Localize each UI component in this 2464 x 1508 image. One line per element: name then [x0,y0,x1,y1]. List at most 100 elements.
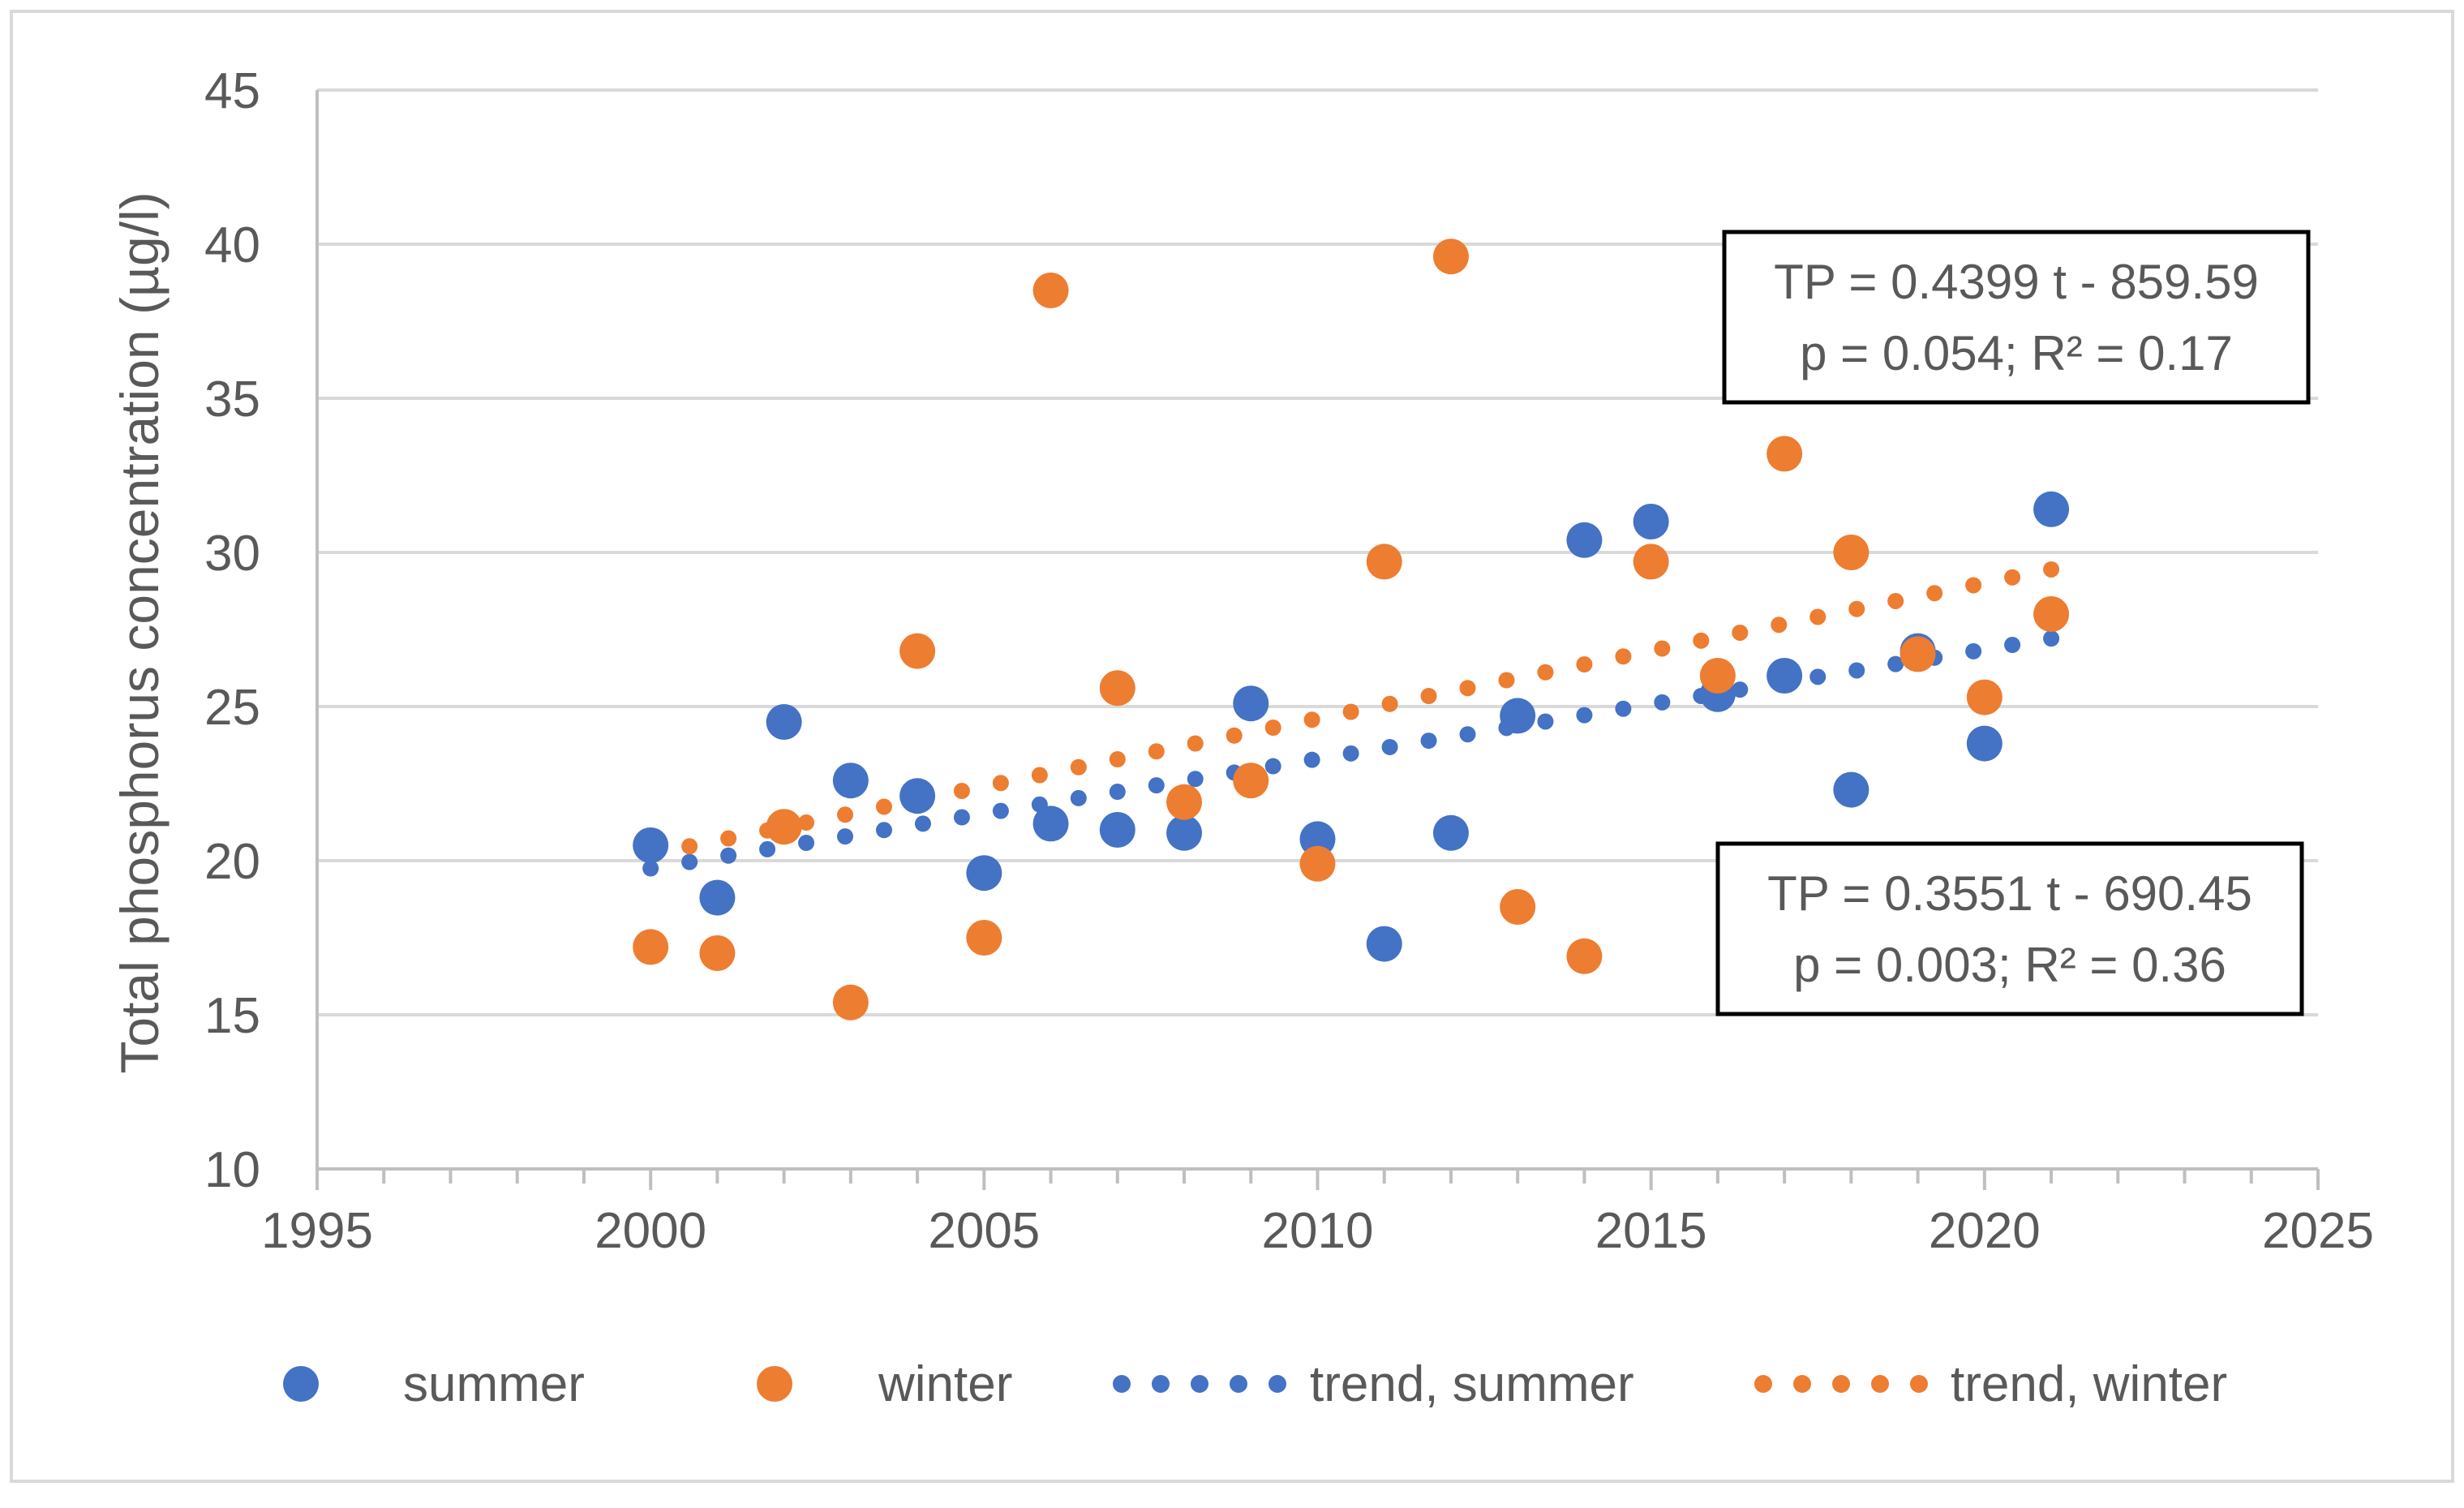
x-tick-label: 1995 [261,1203,373,1259]
trend-dot [681,853,698,870]
data-point-winter[interactable] [1833,535,1869,570]
data-point-summer[interactable] [1299,821,1336,857]
annotation-line-2: p = 0.054; R² = 0.17 [1800,326,2233,380]
data-point-summer[interactable] [1432,814,1469,851]
y-tick-label: 10 [204,1142,260,1198]
data-point-winter[interactable] [699,935,736,971]
y-tick-label: 25 [204,680,260,736]
data-point-winter[interactable] [1366,543,1402,580]
legend-item-summer[interactable]: summer [283,1356,585,1412]
y-axis-ticks: 10 15 20 25 30 35 40 45 [204,63,260,1198]
data-point-summer[interactable] [1366,926,1402,962]
data-point-winter[interactable] [1032,273,1069,308]
legend-trend-dot [1910,1375,1928,1393]
trend-dot [1264,720,1281,737]
data-point-winter[interactable] [1099,670,1135,707]
data-point-winter[interactable] [1699,658,1736,694]
data-point-summer[interactable] [1966,725,2003,762]
x-tick-label: 2020 [1929,1203,2041,1259]
data-point-winter[interactable] [633,929,669,965]
data-point-summer[interactable] [1032,806,1069,842]
legend-trend-dot [1754,1375,1772,1393]
data-point-summer[interactable] [1566,522,1603,558]
data-point-winter[interactable] [2033,596,2070,632]
data-point-winter[interactable] [1900,636,1936,672]
data-point-winter[interactable] [899,633,936,669]
data-point-summer[interactable] [1500,698,1536,734]
trend-dot [1654,640,1671,657]
data-point-summer[interactable] [766,704,802,740]
trend-dot [837,806,854,823]
data-point-summer[interactable] [832,763,869,799]
trend-dot [1615,648,1632,665]
trend-dot [1070,789,1087,806]
x-tick-label: 2015 [1595,1203,1707,1259]
trend-dot [2043,561,2060,578]
data-point-summer[interactable] [633,827,669,863]
trend-dot [1109,751,1126,768]
trend-dot [875,822,892,839]
data-point-summer[interactable] [1633,504,1669,539]
legend-trend-dot [1832,1375,1850,1393]
data-point-winter[interactable] [1432,238,1469,275]
data-point-winter[interactable] [766,809,802,845]
legend-label-trend-winter: trend, winter [1951,1356,2227,1412]
data-point-summer[interactable] [2033,491,2070,527]
data-point-summer[interactable] [1833,771,1869,808]
annotation-summer-equation: TP = 0.3551 t - 690.45 p = 0.003; R² = 0… [1715,841,2304,1016]
trend-dot [2004,637,2021,654]
legend-marker-summer [283,1366,319,1402]
y-tick-label: 30 [204,526,260,582]
legend-trend-dot [1268,1375,1286,1393]
data-point-winter[interactable] [1233,763,1269,799]
data-point-summer[interactable] [966,855,1002,891]
trend-dot [2004,569,2021,586]
x-axis-ticks: 1995 2000 2005 2010 2015 2020 2025 [261,1169,2374,1259]
data-point-summer[interactable] [1099,812,1135,848]
y-axis-label: Total phosphorus concentration (µg/l) [109,191,170,1073]
trend-dot [1226,727,1243,744]
legend-trend-dot [1230,1375,1247,1393]
trend-dot [1537,664,1554,681]
data-point-summer[interactable] [1766,658,1803,694]
data-point-winter[interactable] [966,920,1002,956]
trend-dot [914,815,931,832]
legend-item-trend-summer[interactable]: trend, summer [1113,1356,1634,1412]
legend-item-trend-winter[interactable]: trend, winter [1754,1356,2227,1412]
data-point-winter[interactable] [1966,679,2003,715]
trend-dot [1848,600,1865,617]
trend-dot [1693,632,1710,649]
trend-dot [1381,695,1398,712]
x-tick-label: 2010 [1262,1203,1374,1259]
trend-dot [837,828,854,845]
data-point-winter[interactable] [1633,543,1669,580]
legend-trend-dot [1871,1375,1889,1393]
data-point-winter[interactable] [1299,845,1336,882]
trend-dot [1459,680,1476,697]
trend-dot [1264,758,1281,775]
data-point-winter[interactable] [832,984,869,1020]
annotation-line-2: p = 0.003; R² = 0.36 [1793,938,2226,992]
data-point-winter[interactable] [1766,436,1803,472]
trend-dot [1965,642,1982,659]
trend-dot [992,802,1009,819]
data-points [633,238,2070,1020]
trend-dot [759,840,776,857]
trend-dot [1303,751,1320,768]
legend-item-winter[interactable]: winter [757,1356,1012,1412]
data-point-winter[interactable] [1166,784,1203,820]
data-point-summer[interactable] [699,879,736,916]
data-point-winter[interactable] [1500,889,1536,925]
trend-dot [1615,700,1632,717]
data-point-summer[interactable] [1233,685,1269,722]
data-point-summer[interactable] [899,778,936,814]
data-point-summer[interactable] [1166,814,1203,851]
trend-dot [798,814,815,831]
trend-dot [720,830,737,847]
trend-dot [992,775,1009,792]
legend-label-trend-summer: trend, summer [1310,1356,1634,1412]
trend-dot [1148,777,1165,794]
legend-marker-trend-winter [1754,1375,1928,1393]
data-point-winter[interactable] [1566,938,1603,974]
legend: summer winter trend, summer trend, winte… [283,1356,2227,1412]
